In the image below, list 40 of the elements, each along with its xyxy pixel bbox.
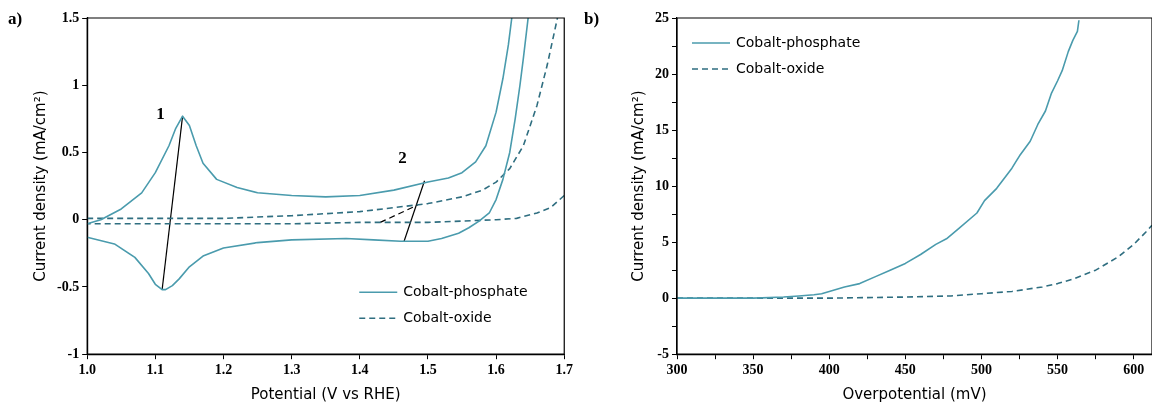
legend-label: Cobalt-phosphate — [403, 282, 528, 299]
y-tick-label: -1 — [67, 345, 80, 361]
annotation: 2 — [398, 148, 407, 168]
x-tick-label: 300 — [666, 362, 688, 378]
y-tick-label: 0.5 — [61, 144, 80, 160]
x-tick-label: 600 — [1123, 362, 1145, 378]
x-tick-label: 1.7 — [555, 362, 573, 378]
y-tick-label: 1.5 — [61, 9, 80, 25]
x-tick-label: 1.3 — [282, 362, 301, 378]
x-tick-label: 550 — [1047, 362, 1069, 378]
y-axis-title: Current density (mA/cm²) — [30, 90, 49, 282]
x-tick-label: 450 — [894, 362, 916, 378]
legend-label: Cobalt-phosphate — [736, 33, 861, 50]
x-tick-label: 1.6 — [487, 362, 505, 378]
y-axis-title: Current density (mA/cm²) — [628, 90, 647, 282]
y-tick-label: 10 — [655, 177, 669, 193]
legend-label: Cobalt-oxide — [736, 59, 825, 76]
x-tick-label: 1.0 — [78, 362, 96, 378]
x-tick-label: 500 — [970, 362, 992, 378]
x-tick-label: 1.5 — [419, 362, 437, 378]
chart-title: a) — [8, 9, 23, 29]
x-tick-label: 1.1 — [146, 362, 165, 378]
y-tick-label: 1 — [72, 76, 80, 92]
x-tick-label: 1.2 — [214, 362, 233, 378]
x-tick-label: 350 — [742, 362, 764, 378]
y-tick-label: 0 — [72, 211, 80, 227]
chart-title: b) — [584, 9, 600, 29]
annotation: 1 — [156, 103, 165, 123]
y-tick-label: 0 — [662, 289, 669, 305]
y-tick-label: -5 — [657, 345, 669, 361]
y-tick-label: 15 — [655, 121, 669, 137]
x-axis-title: Potential (V vs RHE) — [250, 384, 401, 403]
legend-label: Cobalt-oxide — [403, 308, 492, 325]
y-tick-label: 5 — [662, 233, 669, 249]
y-tick-label: -0.5 — [56, 278, 80, 294]
y-tick-label: 25 — [655, 9, 669, 25]
x-tick-label: 1.4 — [351, 362, 369, 378]
x-tick-label: 400 — [818, 362, 840, 378]
y-tick-label: 20 — [655, 65, 669, 81]
x-axis-title: Overpotential (mV) — [842, 384, 987, 403]
